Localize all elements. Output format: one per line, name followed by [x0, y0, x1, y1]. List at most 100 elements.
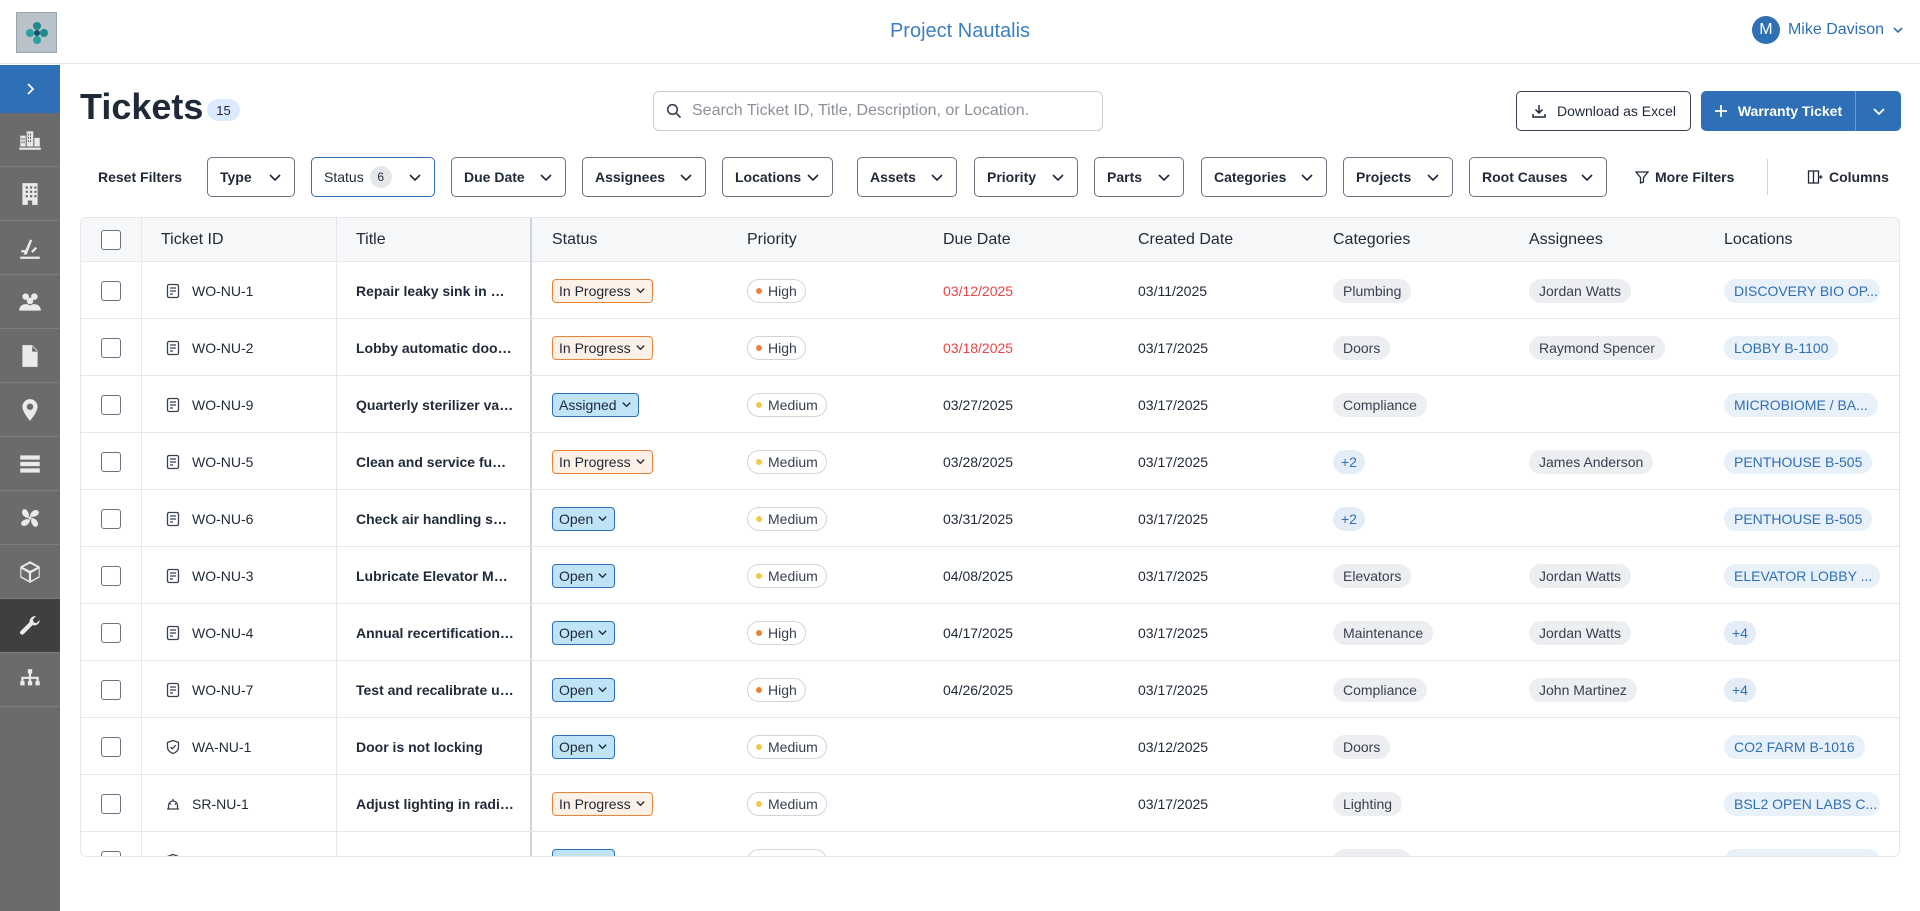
row-checkbox[interactable]	[101, 793, 121, 814]
column-header-priority[interactable]: Priority	[747, 231, 797, 248]
table-row[interactable]: WO-NU-4 Annual recertification ... Open Hig…	[81, 604, 1899, 661]
location-chip[interactable]: CO2 FARM B-1016	[1724, 734, 1865, 759]
location-chip[interactable]: PHALTHERAPEUTIC...	[1724, 848, 1880, 856]
ticket-id[interactable]: WO-NU-1	[192, 282, 254, 299]
filter-projects[interactable]: Projects	[1343, 157, 1453, 197]
row-checkbox[interactable]	[101, 508, 121, 529]
category-chip[interactable]: Compliance	[1333, 677, 1427, 702]
filter-categories[interactable]: Categories	[1201, 157, 1327, 197]
filter-root-causes[interactable]: Root Causes	[1469, 157, 1607, 197]
ticket-id[interactable]: WO-NU-2	[192, 339, 254, 356]
status-dropdown[interactable]: Open	[552, 734, 616, 759]
assignee-chip[interactable]: Jordan Watts	[1529, 620, 1631, 645]
row-checkbox[interactable]	[101, 850, 121, 856]
assignee-chip[interactable]: John Martinez	[1529, 677, 1637, 702]
ticket-id[interactable]: WO-NU-4	[192, 624, 254, 641]
location-chip[interactable]: PENTHOUSE B-505	[1724, 506, 1873, 531]
ticket-id[interactable]: WO-NU-6	[192, 510, 254, 527]
category-chip[interactable]: Doors	[1333, 335, 1391, 360]
column-header-title[interactable]: Title	[356, 231, 386, 248]
location-more-chip[interactable]: +4	[1724, 677, 1756, 702]
filter-priority[interactable]: Priority	[974, 157, 1078, 197]
sidebar-item-locations[interactable]	[0, 383, 60, 437]
row-checkbox[interactable]	[101, 679, 121, 700]
status-dropdown[interactable]: Open	[552, 506, 616, 531]
sidebar-item-organization[interactable]	[0, 653, 60, 707]
row-checkbox[interactable]	[101, 736, 121, 757]
location-chip[interactable]: PENTHOUSE B-505	[1724, 449, 1873, 474]
sidebar-expand-button[interactable]	[0, 65, 60, 113]
location-more-chip[interactable]: +4	[1724, 620, 1756, 645]
ticket-title[interactable]: Repair leaky sink in Bi...	[356, 262, 514, 319]
sidebar-item-tickets[interactable]	[0, 599, 60, 653]
table-row[interactable]: WO-NU-1 Repair leaky sink in Bi... In Prog…	[81, 262, 1899, 319]
location-chip[interactable]: MICROBIOME / BA...	[1724, 392, 1878, 417]
column-header-due-date[interactable]: Due Date	[943, 231, 1011, 248]
status-dropdown[interactable]: In Progress	[552, 335, 653, 360]
sidebar-item-floor-plans[interactable]	[0, 221, 60, 275]
ticket-id[interactable]: WO-NU-7	[192, 681, 254, 698]
sidebar-item-portfolio[interactable]	[0, 113, 60, 167]
ticket-id[interactable]: SR-NU-1	[192, 795, 249, 812]
sidebar-item-buildings[interactable]	[0, 167, 60, 221]
ticket-id[interactable]: WA-NU-1	[192, 738, 252, 755]
more-filters-button[interactable]: More Filters	[1635, 169, 1734, 185]
status-dropdown[interactable]: Open	[552, 677, 616, 702]
category-chip[interactable]: Compliance	[1333, 392, 1427, 417]
sidebar-item-systems[interactable]	[0, 437, 60, 491]
status-dropdown[interactable]: In Progress	[552, 791, 653, 816]
table-row[interactable]: WO-NU-2 Lobby automatic door i... In Progr…	[81, 319, 1899, 376]
table-row[interactable]: WO-NU-3 Lubricate Elevator Mec... Open Medi…	[81, 547, 1899, 604]
location-chip[interactable]: LOBBY B-1100	[1724, 335, 1839, 360]
row-checkbox[interactable]	[101, 451, 121, 472]
filter-due-date[interactable]: Due Date	[451, 157, 566, 197]
location-chip[interactable]: BSL2 OPEN LABS C...	[1724, 791, 1880, 816]
table-row[interactable]: SR-NU-1 Adjust lighting in radiol... In Pr…	[81, 775, 1899, 832]
table-row[interactable]: WA-NU-2 Sad Flooring in Hot F... Open Mediu…	[81, 832, 1899, 857]
ticket-title[interactable]: Annual recertification ...	[356, 604, 514, 661]
ticket-title[interactable]: Lubricate Elevator Mec...	[356, 547, 514, 604]
category-chip[interactable]: Plumbing	[1333, 848, 1412, 856]
status-dropdown[interactable]: Open	[552, 563, 616, 588]
search-input[interactable]	[692, 102, 1092, 120]
app-logo[interactable]	[16, 12, 57, 53]
row-checkbox[interactable]	[101, 565, 121, 586]
ticket-id[interactable]: WO-NU-3	[192, 567, 254, 584]
row-checkbox[interactable]	[101, 337, 121, 358]
table-row[interactable]: WO-NU-6 Check air handling sys... Open Medi…	[81, 490, 1899, 547]
user-menu[interactable]: M Mike Davison	[1751, 16, 1904, 44]
ticket-title[interactable]: Lobby automatic door i...	[356, 319, 514, 376]
columns-button[interactable]: Columns	[1807, 169, 1889, 185]
select-all-checkbox[interactable]	[101, 230, 121, 250]
ticket-id[interactable]: WA-NU-2	[192, 832, 332, 857]
column-header-ticket-id[interactable]: Ticket ID	[161, 231, 224, 248]
category-chip[interactable]: Elevators	[1333, 563, 1412, 588]
category-chip[interactable]: +2	[1333, 506, 1365, 531]
ticket-id[interactable]: WO-NU-9	[192, 396, 254, 413]
filter-status[interactable]: Status 6	[311, 157, 435, 197]
assignee-chip[interactable]: Jordan Watts	[1529, 563, 1631, 588]
filter-locations[interactable]: Locations	[722, 157, 833, 197]
filter-assets[interactable]: Assets	[857, 157, 957, 197]
row-checkbox[interactable]	[101, 394, 121, 415]
ticket-title[interactable]: Door is not locking	[356, 718, 514, 775]
table-row[interactable]: WA-NU-1 Door is not locking Open Medium 03/1…	[81, 718, 1899, 775]
create-ticket-dropdown-button[interactable]	[1855, 91, 1901, 131]
category-chip[interactable]: Doors	[1333, 734, 1391, 759]
ticket-title[interactable]: Adjust lighting in radiol...	[356, 775, 514, 832]
status-dropdown[interactable]: In Progress	[552, 278, 653, 303]
location-chip[interactable]: ELEVATOR LOBBY ...	[1724, 563, 1880, 588]
sidebar-item-documents[interactable]	[0, 329, 60, 383]
ticket-title[interactable]: Test and recalibrate ult...	[356, 661, 514, 718]
status-dropdown[interactable]: In Progress	[552, 449, 653, 474]
row-checkbox[interactable]	[101, 622, 121, 643]
sidebar-item-assets[interactable]	[0, 491, 60, 545]
ticket-title[interactable]: Quarterly sterilizer vali...	[356, 376, 514, 433]
status-dropdown[interactable]: Open	[552, 620, 616, 645]
filter-assignees[interactable]: Assignees	[582, 157, 706, 197]
row-checkbox[interactable]	[101, 280, 121, 301]
location-chip[interactable]: DISCOVERY BIO OP...	[1724, 278, 1880, 303]
filter-type[interactable]: Type	[207, 157, 295, 197]
category-chip[interactable]: +2	[1333, 449, 1365, 474]
status-dropdown[interactable]: Assigned	[552, 392, 639, 417]
